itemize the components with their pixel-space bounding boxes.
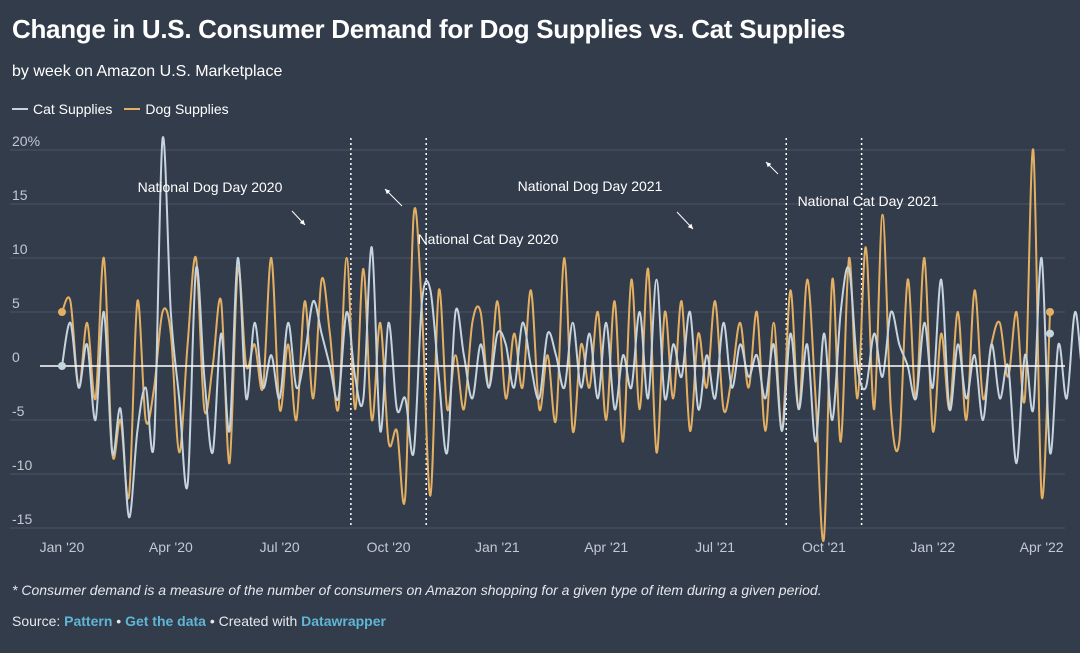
x-tick-label: Apr '22 bbox=[1020, 539, 1064, 555]
x-tick-label: Jan '20 bbox=[40, 539, 85, 555]
datawrapper-link[interactable]: Datawrapper bbox=[301, 613, 386, 629]
x-tick-label: Apr '21 bbox=[584, 539, 628, 555]
source-line: Source: Pattern • Get the data • Created… bbox=[12, 613, 386, 629]
annotation-arrowhead bbox=[299, 219, 305, 225]
separator: • bbox=[205, 613, 219, 629]
source-link[interactable]: Pattern bbox=[64, 613, 113, 629]
cat-supplies-line bbox=[61, 136, 1080, 519]
annotation-label: National Dog Day 2021 bbox=[518, 178, 663, 194]
separator: • bbox=[112, 613, 126, 629]
source-prefix: Source: bbox=[12, 613, 65, 629]
x-tick-label: Jul '20 bbox=[260, 539, 300, 555]
annotation-label: National Cat Day 2021 bbox=[798, 193, 939, 209]
legend-swatch-cat bbox=[12, 108, 28, 110]
x-tick-label: Apr '20 bbox=[149, 539, 193, 555]
x-tick-label: Jan '22 bbox=[910, 539, 955, 555]
created-with-label: Created with bbox=[218, 613, 302, 629]
x-tick-label: Oct '21 bbox=[802, 539, 846, 555]
legend-item-dog: Dog Supplies bbox=[124, 101, 229, 117]
legend-label-cat: Cat Supplies bbox=[33, 101, 113, 117]
y-tick-label: 15 bbox=[12, 187, 28, 203]
chart-title: Change in U.S. Consumer Demand for Dog S… bbox=[12, 14, 846, 44]
y-tick-label: -15 bbox=[12, 511, 32, 527]
legend-swatch-dog bbox=[124, 108, 141, 110]
cat-end-dot bbox=[1046, 329, 1054, 338]
y-tick-label: 5 bbox=[12, 295, 20, 311]
dog-end-dot bbox=[1046, 308, 1054, 316]
legend-label-dog: Dog Supplies bbox=[145, 101, 229, 117]
cat-start-dot bbox=[58, 362, 66, 370]
y-tick-label: -10 bbox=[12, 457, 32, 473]
x-tick-label: Jan '21 bbox=[475, 539, 520, 555]
y-tick-label: 20% bbox=[12, 133, 40, 149]
get-data-link[interactable]: Get the data bbox=[125, 613, 206, 629]
chart-legend: Cat Supplies Dog Supplies bbox=[12, 101, 229, 117]
line-chart: 20% 15 10 5 0 -5 -10 -15 Jan '20 Apr '20 Jul '20 Oc… bbox=[10, 133, 1080, 555]
x-tick-label: Jul '21 bbox=[695, 539, 735, 555]
dog-start-dot bbox=[58, 308, 66, 316]
y-tick-label: 0 bbox=[12, 349, 20, 365]
chart-subtitle: by week on Amazon U.S. Marketplace bbox=[12, 63, 283, 80]
x-tick-label: Oct '20 bbox=[367, 539, 411, 555]
footnote: * Consumer demand is a measure of the nu… bbox=[12, 582, 822, 598]
annotation-arrowhead bbox=[687, 223, 693, 229]
y-tick-label: -5 bbox=[12, 403, 25, 419]
legend-item-cat: Cat Supplies bbox=[12, 101, 112, 117]
annotation-label: National Cat Day 2020 bbox=[418, 231, 559, 247]
annotation-label: National Dog Day 2020 bbox=[138, 179, 283, 195]
y-tick-label: 10 bbox=[12, 241, 28, 257]
annotation-arrowhead bbox=[766, 162, 772, 168]
